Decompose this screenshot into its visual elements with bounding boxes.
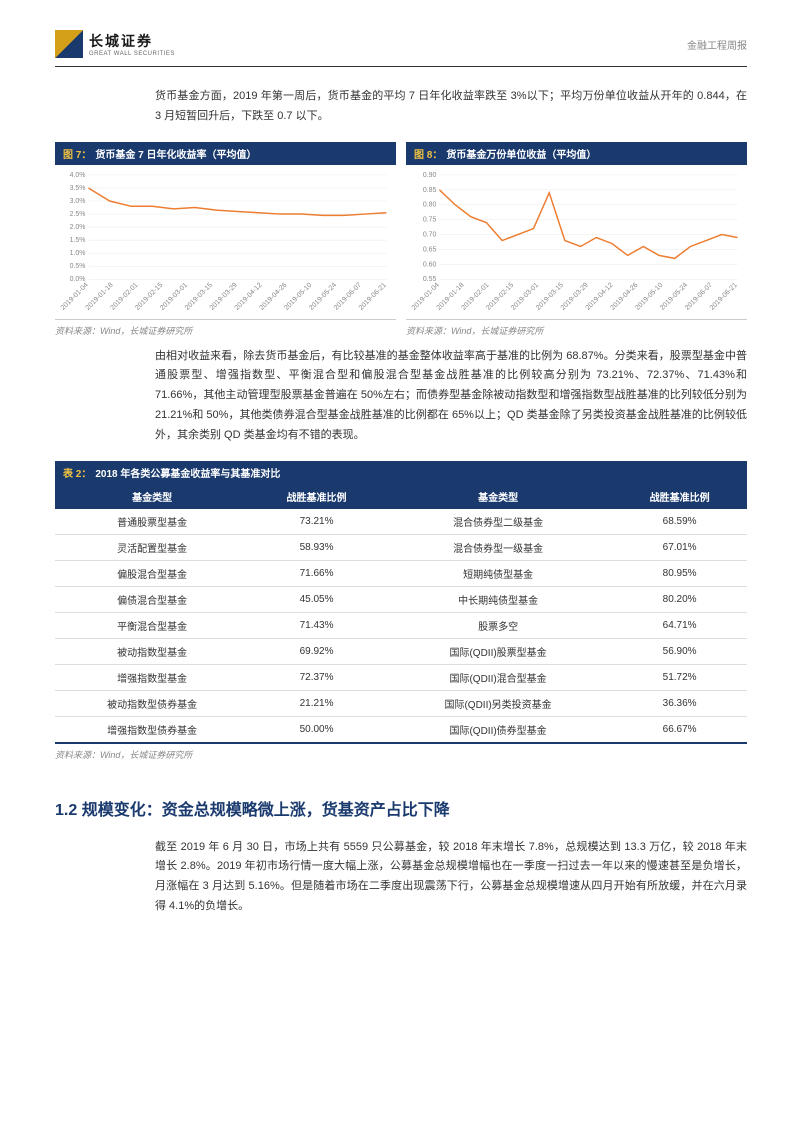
logo-en: GREAT WALL SECURITIES [89, 51, 175, 57]
table-cell: 被动指数型基金 [55, 638, 249, 664]
table-cell: 67.01% [612, 534, 747, 560]
chart-8-label: 图 8： [414, 150, 442, 161]
table-cell: 偏债混合型基金 [55, 586, 249, 612]
chart-8: 图 8：货币基金万份单位收益（平均值） 0.550.600.650.700.75… [406, 142, 747, 337]
table-cell: 80.95% [612, 560, 747, 586]
table-cell: 56.90% [612, 638, 747, 664]
logo: 长城证券 GREAT WALL SECURITIES [55, 30, 175, 58]
table-row: 增强指数型债券基金50.00%国际(QDII)债券型基金66.67% [55, 716, 747, 743]
table-row: 灵活配置型基金58.93%混合债券型一级基金67.01% [55, 534, 747, 560]
svg-text:0.65: 0.65 [423, 246, 437, 253]
table-row: 被动指数型债券基金21.21%国际(QDII)另类投资基金36.36% [55, 690, 747, 716]
table-cell: 平衡混合型基金 [55, 612, 249, 638]
svg-text:0.80: 0.80 [423, 201, 437, 208]
table-cell: 增强指数型基金 [55, 664, 249, 690]
table-cell: 72.37% [249, 664, 384, 690]
table-cell: 71.66% [249, 560, 384, 586]
table-cell: 增强指数型债券基金 [55, 716, 249, 743]
table-cell: 灵活配置型基金 [55, 534, 249, 560]
chart-7-area: 0.0%0.5%1.0%1.5%2.0%2.5%3.0%3.5%4.0%2019… [55, 165, 396, 320]
table-cell: 21.21% [249, 690, 384, 716]
table-row: 普通股票型基金73.21%混合债券型二级基金68.59% [55, 509, 747, 535]
table-row: 偏债混合型基金45.05%中长期纯债型基金80.20% [55, 586, 747, 612]
svg-text:0.60: 0.60 [423, 261, 437, 268]
chart-8-title: 图 8： 货币基金万份单位收益（平均值） [406, 142, 747, 165]
chart-8-title-text: 货币基金万份单位收益（平均值） [446, 150, 596, 161]
svg-text:0.85: 0.85 [423, 186, 437, 193]
charts-row: 图 7：货币基金 7 日年化收益率（平均值） 0.0%0.5%1.0%1.5%2… [55, 142, 747, 337]
chart-7-source: 资料来源：Wind，长城证券研究所 [55, 324, 396, 337]
chart-8-source: 资料来源：Wind，长城证券研究所 [406, 324, 747, 337]
logo-cn: 长城证券 [89, 31, 175, 51]
table-cell: 45.05% [249, 586, 384, 612]
report-type: 金融工程周报 [687, 37, 747, 52]
table-header-cell: 战胜基准比例 [612, 484, 747, 509]
table-cell: 64.71% [612, 612, 747, 638]
table-cell: 混合债券型二级基金 [384, 509, 612, 535]
table-cell: 国际(QDII)另类投资基金 [384, 690, 612, 716]
table-cell: 58.93% [249, 534, 384, 560]
table-cell: 69.92% [249, 638, 384, 664]
chart-7-svg: 0.0%0.5%1.0%1.5%2.0%2.5%3.0%3.5%4.0%2019… [55, 165, 396, 319]
svg-text:1.0%: 1.0% [70, 250, 86, 257]
table-row: 偏股混合型基金71.66%短期纯债型基金80.95% [55, 560, 747, 586]
table-2-title: 表 2： 2018 年各类公募基金收益率与其基准对比 [55, 461, 747, 484]
table-cell: 中长期纯债型基金 [384, 586, 612, 612]
table-cell: 偏股混合型基金 [55, 560, 249, 586]
table-cell: 被动指数型债券基金 [55, 690, 249, 716]
svg-text:0.70: 0.70 [423, 231, 437, 238]
table-cell: 80.20% [612, 586, 747, 612]
table-header-cell: 战胜基准比例 [249, 484, 384, 509]
table-2-label: 表 2： [63, 469, 91, 480]
table-cell: 73.21% [249, 509, 384, 535]
chart-8-area: 0.550.600.650.700.750.800.850.902019-01-… [406, 165, 747, 320]
table-cell: 普通股票型基金 [55, 509, 249, 535]
table-cell: 短期纯债型基金 [384, 560, 612, 586]
chart-7-title-text: 货币基金 7 日年化收益率（平均值） [95, 150, 256, 161]
paragraph-1: 货币基金方面，2019 年第一周后，货币基金的平均 7 日年化收益率跌至 3%以… [155, 87, 747, 127]
table-cell: 68.59% [612, 509, 747, 535]
table-cell: 66.67% [612, 716, 747, 743]
svg-text:2.5%: 2.5% [70, 211, 86, 218]
chart-7-title: 图 7： 货币基金 7 日年化收益率（平均值） [55, 142, 396, 165]
table-cell: 国际(QDII)债券型基金 [384, 716, 612, 743]
table-cell: 股票多空 [384, 612, 612, 638]
table-row: 基金类型战胜基准比例基金类型战胜基准比例 [55, 484, 747, 509]
table-2-source: 资料来源：Wind，长城证券研究所 [55, 748, 747, 761]
page-header: 长城证券 GREAT WALL SECURITIES 金融工程周报 [55, 30, 747, 67]
svg-text:2.0%: 2.0% [70, 224, 86, 231]
paragraph-3: 截至 2019 年 6 月 30 日，市场上共有 5559 只公募基金，较 20… [155, 838, 747, 917]
svg-text:3.5%: 3.5% [70, 185, 86, 192]
table-cell: 71.43% [249, 612, 384, 638]
table-row: 增强指数型基金72.37%国际(QDII)混合型基金51.72% [55, 664, 747, 690]
svg-text:0.90: 0.90 [423, 172, 437, 179]
chart-8-svg: 0.550.600.650.700.750.800.850.902019-01-… [406, 165, 747, 319]
paragraph-2: 由相对收益来看，除去货币基金后，有比较基准的基金整体收益率高于基准的比例为 68… [155, 347, 747, 446]
logo-text: 长城证券 GREAT WALL SECURITIES [89, 31, 175, 57]
svg-text:3.0%: 3.0% [70, 198, 86, 205]
chart-7-label: 图 7： [63, 150, 91, 161]
table-cell: 50.00% [249, 716, 384, 743]
table-cell: 国际(QDII)混合型基金 [384, 664, 612, 690]
table-cell: 36.36% [612, 690, 747, 716]
svg-text:4.0%: 4.0% [70, 172, 86, 179]
table-2-title-text: 2018 年各类公募基金收益率与其基准对比 [95, 469, 280, 480]
chart-7: 图 7：货币基金 7 日年化收益率（平均值） 0.0%0.5%1.0%1.5%2… [55, 142, 396, 337]
section-1-2-title: 1.2 规模变化：资金总规模略微上涨，货基资产占比下降 [55, 796, 747, 820]
table-header-cell: 基金类型 [55, 484, 249, 509]
logo-icon [55, 30, 83, 58]
table-row: 被动指数型基金69.92%国际(QDII)股票型基金56.90% [55, 638, 747, 664]
svg-text:1.5%: 1.5% [70, 237, 86, 244]
svg-text:0.75: 0.75 [423, 216, 437, 223]
table-cell: 国际(QDII)股票型基金 [384, 638, 612, 664]
table-row: 平衡混合型基金71.43%股票多空64.71% [55, 612, 747, 638]
table-2: 基金类型战胜基准比例基金类型战胜基准比例 普通股票型基金73.21%混合债券型二… [55, 484, 747, 744]
table-cell: 51.72% [612, 664, 747, 690]
table-cell: 混合债券型一级基金 [384, 534, 612, 560]
svg-text:0.5%: 0.5% [70, 263, 86, 270]
table-header-cell: 基金类型 [384, 484, 612, 509]
